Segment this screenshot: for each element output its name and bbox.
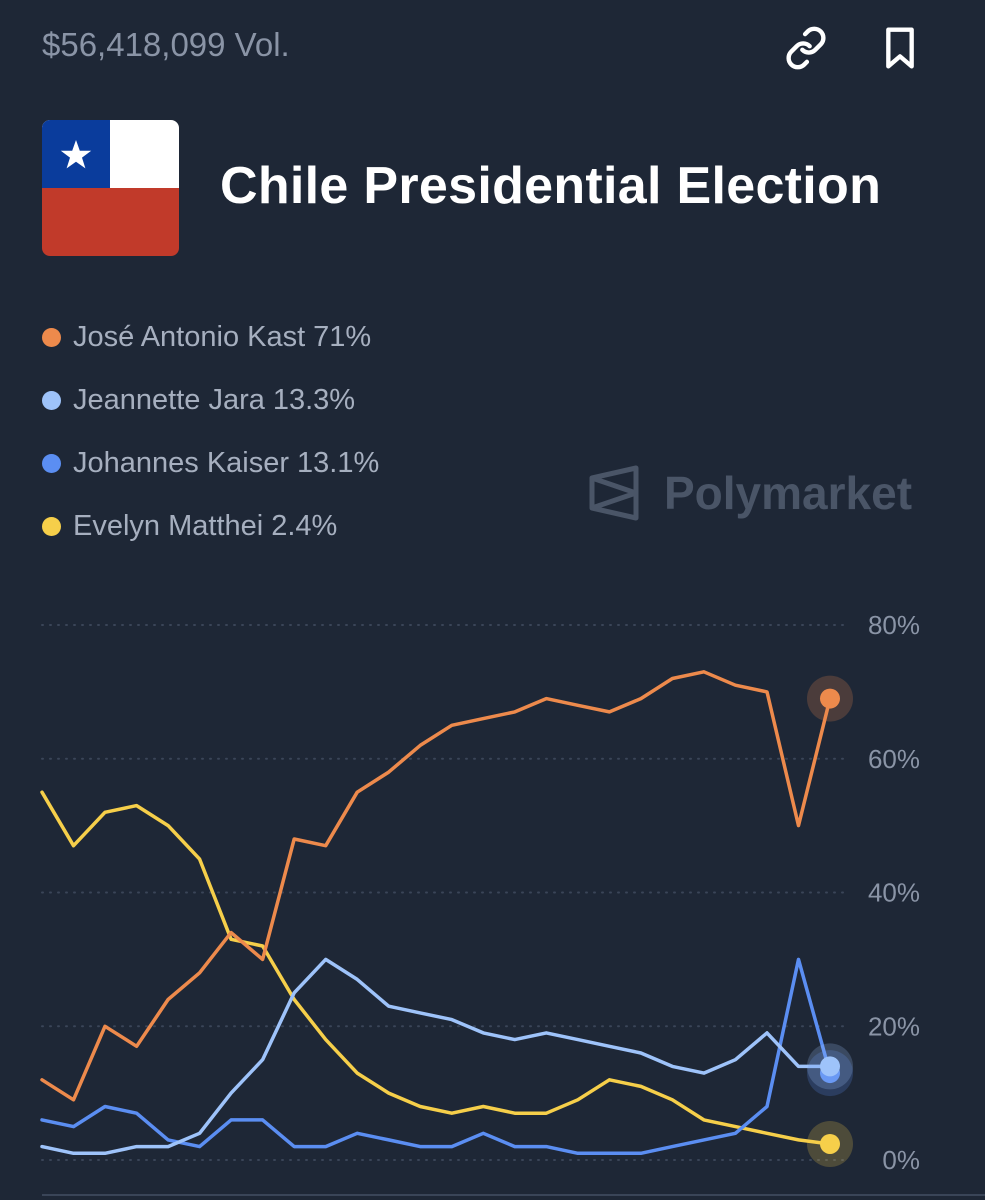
market-title: Chile Presidential Election (220, 157, 882, 215)
legend-value: 2.4% (271, 510, 338, 542)
y-tick-label: 60% (868, 744, 920, 774)
y-tick-label: 20% (868, 1011, 920, 1041)
legend-item-kaiser: Johannes Kaiser 13.1% (42, 432, 379, 495)
series-endpoint-marker (820, 688, 840, 709)
legend-dot (42, 517, 61, 536)
series-endpoint-marker (820, 1133, 840, 1154)
series-line-1 (40, 957, 832, 1156)
legend-value: 13.3% (272, 384, 356, 416)
legend-value: 71% (313, 321, 372, 353)
series-line-3 (40, 790, 832, 1146)
series-endpoint-marker (820, 1056, 840, 1077)
legend-name: Evelyn Matthei (73, 510, 264, 542)
bookmark-button[interactable] (874, 22, 926, 74)
legend-value: 13.1% (297, 447, 380, 479)
watermark-text: Polymarket (664, 467, 913, 519)
volume-label: $56,418,099 Vol. (42, 26, 290, 63)
star-icon (60, 140, 92, 169)
series-line-2 (40, 957, 832, 1156)
link-button[interactable] (780, 22, 832, 74)
legend-dot (42, 454, 61, 473)
link-icon (786, 26, 826, 70)
y-tick-label: 40% (868, 878, 920, 908)
legend-name: Jeannette Jara (73, 384, 265, 416)
legend-dot (42, 391, 61, 410)
legend-dot (42, 328, 61, 347)
bookmark-icon (886, 27, 914, 69)
y-tick-label: 80% (868, 610, 920, 640)
legend: José Antonio Kast 71% Jeannette Jara 13.3%… (42, 306, 379, 558)
legend-item-matthei: Evelyn Matthei 2.4% (42, 495, 379, 558)
legend-name: Johannes Kaiser (73, 447, 290, 479)
y-tick-label: 0% (882, 1145, 920, 1175)
series-line-0 (40, 670, 832, 1102)
polymarket-logo-icon (589, 465, 639, 521)
legend-name: José Antonio Kast (73, 321, 306, 353)
legend-item-kast: José Antonio Kast 71% (42, 306, 379, 369)
polymarket-watermark: Polymarket (588, 464, 912, 522)
legend-item-jara: Jeannette Jara 13.3% (42, 369, 379, 432)
chile-flag (42, 120, 179, 256)
